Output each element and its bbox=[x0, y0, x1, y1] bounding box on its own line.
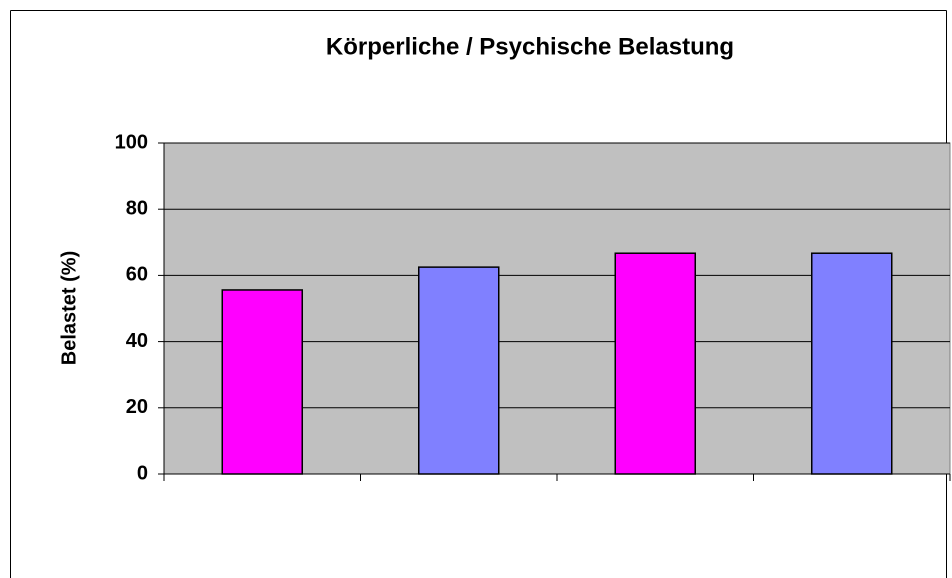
y-tick-label: 80 bbox=[126, 197, 148, 219]
y-tick-label: 100 bbox=[115, 131, 148, 153]
y-tick-label: 0 bbox=[137, 462, 148, 484]
y-axis-label: Belastet (%) bbox=[58, 251, 80, 365]
y-tick-label: 40 bbox=[126, 330, 148, 352]
y-tick-label: 60 bbox=[126, 264, 148, 286]
chart-title: Körperliche / Psychische Belastung bbox=[326, 33, 734, 60]
bar bbox=[221, 289, 303, 475]
y-tick-label: 20 bbox=[126, 396, 148, 418]
bar bbox=[811, 252, 893, 475]
bar bbox=[614, 252, 696, 475]
bar bbox=[418, 266, 500, 475]
